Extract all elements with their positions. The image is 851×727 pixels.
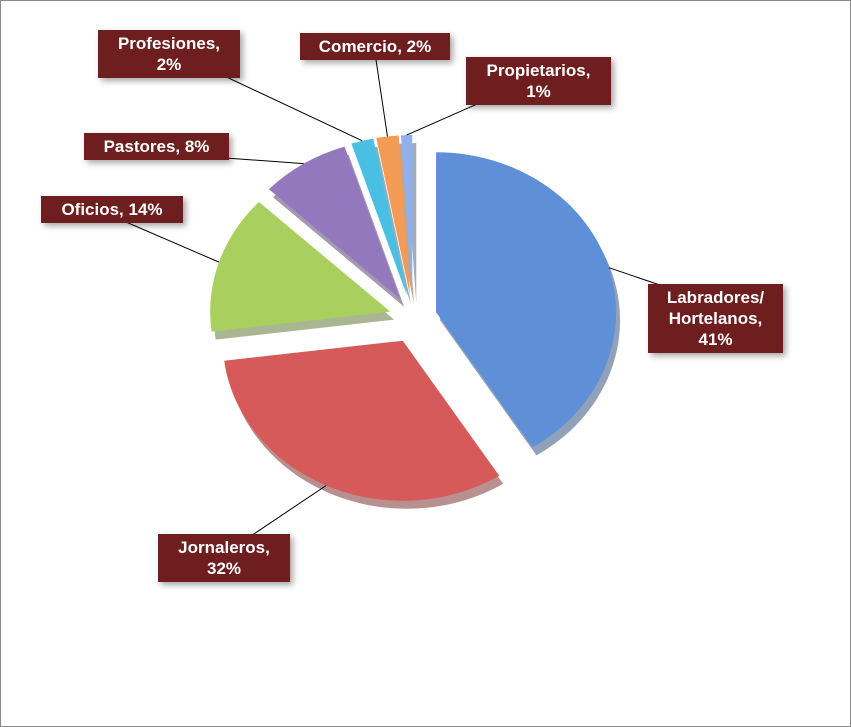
data-label: Oficios, 14% bbox=[41, 196, 183, 223]
leader-line bbox=[374, 52, 388, 137]
data-label: Comercio, 2% bbox=[300, 33, 450, 60]
pie-slice bbox=[268, 146, 401, 299]
pie-slice bbox=[376, 135, 410, 296]
data-label: Jornaleros, 32% bbox=[158, 534, 290, 582]
pie-slice bbox=[351, 138, 408, 296]
pie-slice bbox=[436, 152, 617, 448]
pie-slice bbox=[224, 340, 500, 501]
leader-line bbox=[111, 215, 220, 263]
pie-slice bbox=[210, 202, 391, 332]
data-label: Pastores, 8% bbox=[84, 133, 229, 160]
data-label: Labradores/ Hortelanos, 41% bbox=[648, 284, 783, 353]
data-label: Propietarios, 1% bbox=[466, 57, 611, 105]
pie-slice bbox=[400, 135, 413, 296]
data-label: Profesiones, 2% bbox=[98, 30, 240, 78]
